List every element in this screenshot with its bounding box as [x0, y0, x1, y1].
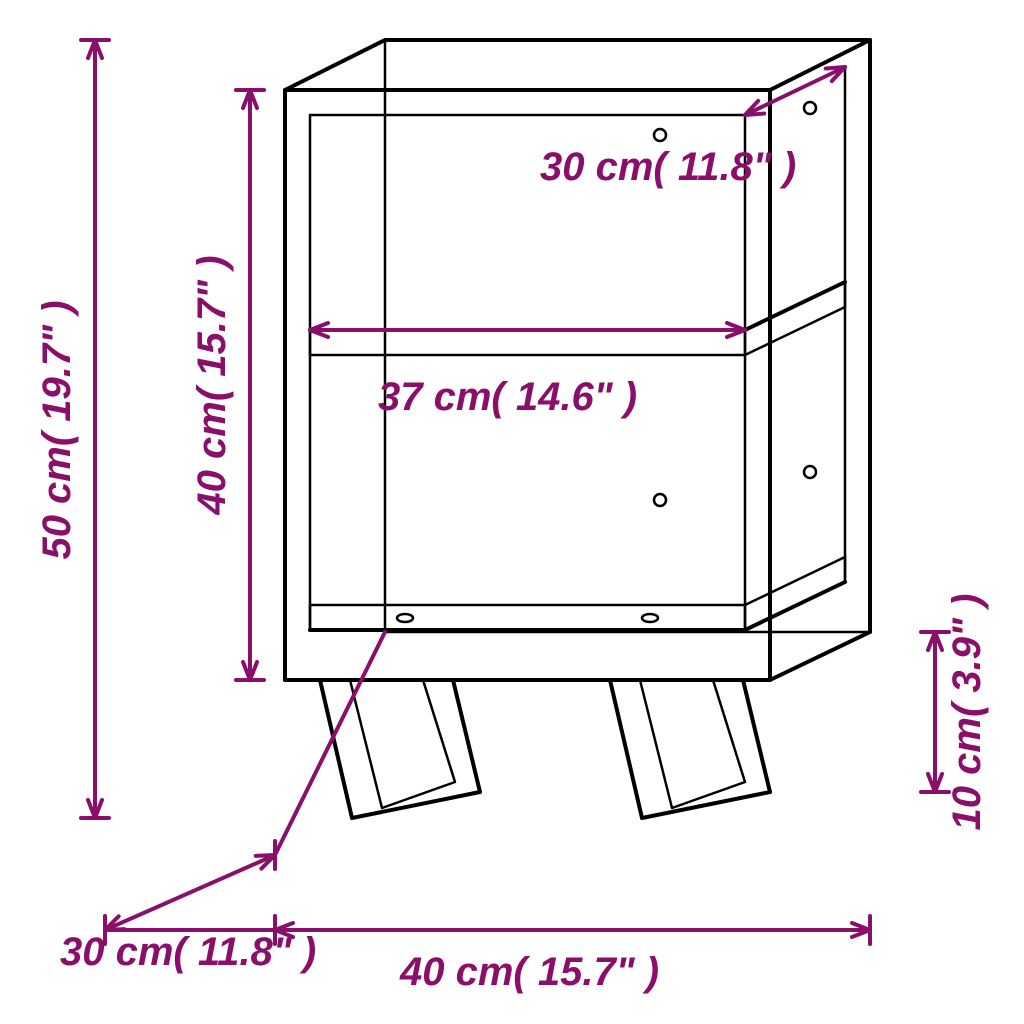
dim-total-height: 50 cm( 19.7" ) [35, 300, 79, 559]
dim-inner-width: 37 cm( 14.6" ) [378, 375, 637, 419]
furniture-dimension-diagram: 50 cm( 19.7" ) 40 cm( 15.7" ) 30 cm( 11.8"… [0, 0, 1024, 1024]
dim-inner-depth: 30 cm( 11.8" ) [540, 145, 796, 189]
dim-outer-depth: 30 cm( 11.8" ) [60, 930, 316, 974]
dim-leg-height: 10 cm( 3.9" ) [945, 594, 989, 831]
dim-inner-height: 40 cm( 15.7" ) [190, 255, 234, 515]
dim-outer-width: 40 cm( 15.7" ) [399, 950, 659, 994]
